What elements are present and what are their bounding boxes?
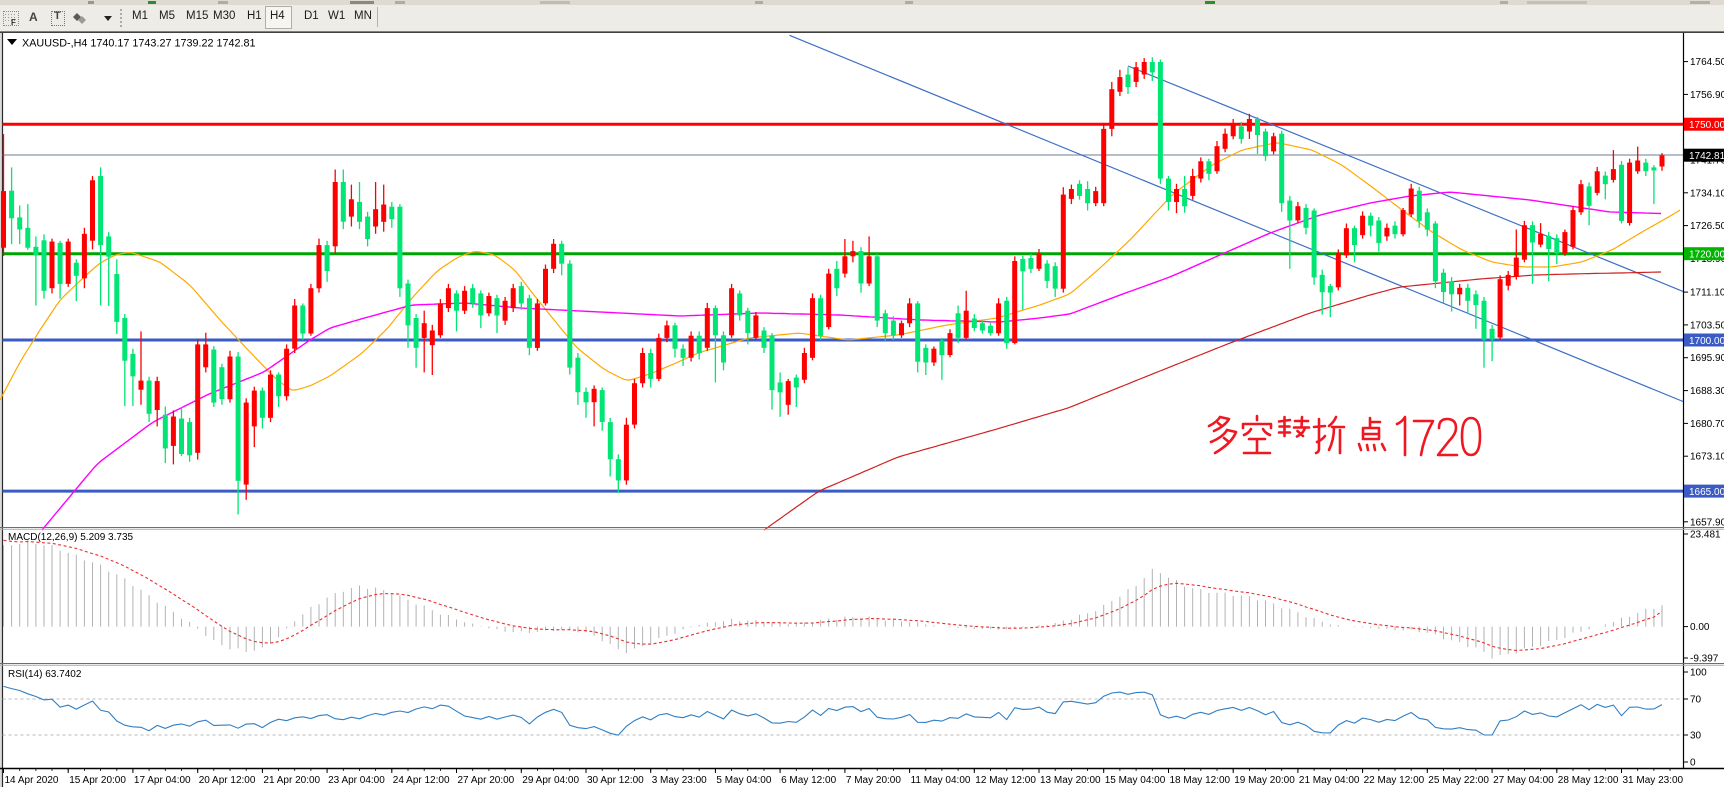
svg-text:20 Apr 12:00: 20 Apr 12:00	[199, 775, 256, 786]
svg-text:28 May 12:00: 28 May 12:00	[1558, 775, 1619, 786]
svg-text:1695.90: 1695.90	[1690, 353, 1724, 364]
svg-text:22 May 12:00: 22 May 12:00	[1364, 775, 1425, 786]
svg-text:1756.90: 1756.90	[1690, 90, 1724, 101]
svg-text:70: 70	[1690, 695, 1702, 706]
svg-text:1720.00: 1720.00	[1689, 250, 1724, 261]
svg-text:1700.00: 1700.00	[1689, 336, 1724, 347]
svg-text:1726.50: 1726.50	[1690, 221, 1724, 232]
svg-text:MACD(12,26,9) 5.209 3.735: MACD(12,26,9) 5.209 3.735	[8, 532, 134, 543]
svg-text:29 Apr 04:00: 29 Apr 04:00	[522, 775, 579, 786]
svg-text:1673.10: 1673.10	[1690, 452, 1724, 463]
svg-text:15 May 04:00: 15 May 04:00	[1105, 775, 1166, 786]
svg-text:1680.70: 1680.70	[1690, 419, 1724, 430]
svg-text:19 May 20:00: 19 May 20:00	[1234, 775, 1295, 786]
svg-text:13 May 20:00: 13 May 20:00	[1040, 775, 1101, 786]
svg-text:27 May 04:00: 27 May 04:00	[1493, 775, 1554, 786]
svg-text:14 Apr 2020: 14 Apr 2020	[5, 775, 59, 786]
svg-text:23 Apr 04:00: 23 Apr 04:00	[328, 775, 385, 786]
svg-text:1665.00: 1665.00	[1689, 487, 1724, 498]
svg-text:-9.397: -9.397	[1690, 654, 1719, 665]
svg-text:31 May 23:00: 31 May 23:00	[1623, 775, 1684, 786]
svg-text:17 Apr 04:00: 17 Apr 04:00	[134, 775, 191, 786]
svg-text:0.00: 0.00	[1690, 622, 1710, 633]
svg-text:30 Apr 12:00: 30 Apr 12:00	[587, 775, 644, 786]
svg-text:15 Apr 20:00: 15 Apr 20:00	[69, 775, 126, 786]
svg-text:27 Apr 20:00: 27 Apr 20:00	[458, 775, 515, 786]
svg-text:1750.00: 1750.00	[1689, 120, 1724, 131]
svg-text:7 May 20:00: 7 May 20:00	[846, 775, 901, 786]
svg-text:21 May 04:00: 21 May 04:00	[1299, 775, 1360, 786]
svg-text:3 May 23:00: 3 May 23:00	[652, 775, 707, 786]
svg-text:12 May 12:00: 12 May 12:00	[975, 775, 1036, 786]
svg-text:100: 100	[1690, 668, 1707, 679]
svg-text:1657.90: 1657.90	[1690, 517, 1724, 528]
svg-text:18 May 12:00: 18 May 12:00	[1170, 775, 1231, 786]
svg-text:1734.10: 1734.10	[1690, 188, 1724, 199]
svg-text:1688.30: 1688.30	[1690, 386, 1724, 397]
svg-text:1703.50: 1703.50	[1690, 320, 1724, 331]
svg-text:21 Apr 20:00: 21 Apr 20:00	[263, 775, 320, 786]
svg-text:RSI(14) 63.7402: RSI(14) 63.7402	[8, 669, 82, 680]
svg-text:23.481: 23.481	[1690, 530, 1721, 541]
svg-text:25 May 22:00: 25 May 22:00	[1428, 775, 1489, 786]
svg-text:11 May 04:00: 11 May 04:00	[911, 775, 971, 786]
svg-text:1711.10: 1711.10	[1690, 288, 1724, 299]
svg-text:1742.81: 1742.81	[1689, 151, 1724, 162]
svg-text:XAUUSD-,H4 1740.17 1743.27 17: XAUUSD-,H4 1740.17 1743.27 1739.22 1742.…	[22, 38, 256, 50]
svg-text:6 May 12:00: 6 May 12:00	[781, 775, 836, 786]
svg-text:24 Apr 12:00: 24 Apr 12:00	[393, 775, 450, 786]
svg-text:1764.50: 1764.50	[1690, 57, 1724, 68]
svg-text:5 May 04:00: 5 May 04:00	[716, 775, 771, 786]
svg-text:0: 0	[1690, 758, 1696, 769]
svg-text:30: 30	[1690, 731, 1702, 742]
